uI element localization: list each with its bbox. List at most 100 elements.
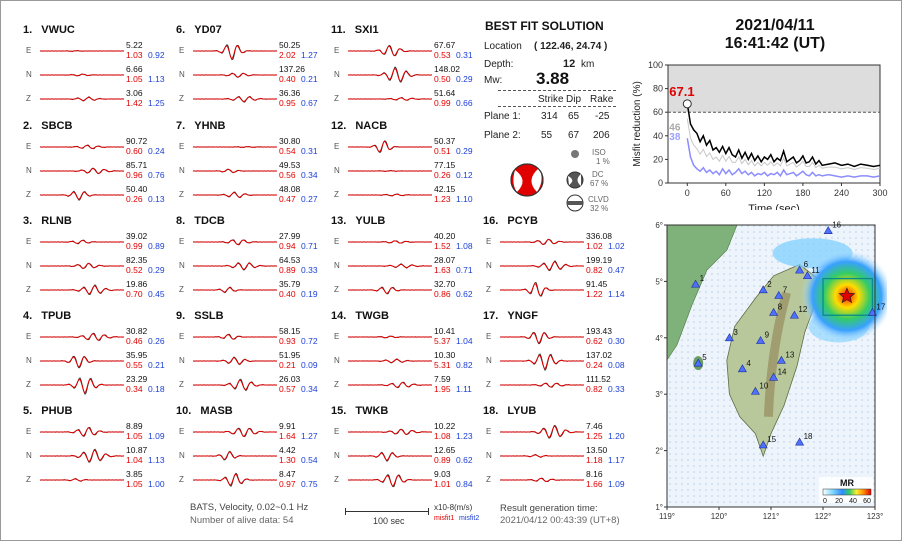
x-tick-label: 180 [795, 188, 810, 198]
table-mid-rule [498, 106, 616, 107]
waveform [40, 448, 124, 463]
amplitude-value: 8.89 [126, 421, 143, 431]
misfit2-value: 0.29 [148, 265, 165, 275]
misfit1-value: 0.99 [126, 241, 143, 251]
amplitude-value: 193.43 [586, 326, 612, 336]
station-name: PHUB [41, 405, 73, 417]
component-label: N [334, 70, 340, 79]
observed-trace [500, 331, 584, 345]
station-label: 13 [785, 350, 794, 359]
waveform [193, 146, 277, 148]
amplitude-value: 42.15 [434, 184, 456, 194]
misfit2-value: 0.72 [301, 336, 318, 346]
component-label: E [26, 142, 32, 151]
depth-unit: km [581, 59, 595, 70]
component-z: Z 19.86 0.70 0.45 [23, 279, 173, 301]
misfit2-value: 0.62 [456, 455, 473, 465]
misfit1-value: 0.55 [126, 360, 143, 370]
amplitude-value: 3.06 [126, 88, 143, 98]
clvd-label: CLVD [588, 195, 609, 204]
synthetic-trace [500, 477, 584, 482]
station-tdcb: 8. TDCB E 27.99 0.94 0.71 N 64.53 0.89 0.33 Z 35.7… [176, 215, 326, 311]
amplitude-value: 336.08 [586, 231, 612, 241]
waveform [348, 240, 432, 244]
station-number: 15. [331, 405, 347, 417]
y-tick-label: 100 [648, 60, 663, 70]
component-e: E 193.43 0.62 0.30 [483, 326, 633, 348]
solution-title: BEST FIT SOLUTION [485, 19, 604, 33]
misfit2-value: 1.13 [148, 455, 165, 465]
synthetic-trace [348, 97, 432, 101]
component-label: Z [334, 285, 339, 294]
misfit2-value: 1.09 [608, 479, 625, 489]
result-label: Result generation time: [500, 503, 598, 514]
component-label: E [26, 332, 32, 341]
station-sslb: 9. SSLB E 58.15 0.93 0.72 N 51.95 0.21 0.09 Z 26.0… [176, 310, 326, 406]
component-label: E [334, 142, 340, 151]
station-label: 1 [700, 274, 705, 283]
component-label: Z [486, 285, 491, 294]
misfit1-value: 0.97 [279, 479, 296, 489]
footer-alive: Number of alive data: 54 [190, 515, 294, 526]
misfit1-value: 0.26 [434, 170, 451, 180]
component-n: N 28.07 1.63 0.71 [331, 255, 481, 277]
misfit1-value: 0.24 [586, 360, 603, 370]
amplitude-value: 4.42 [279, 445, 296, 455]
amplitude-value: 27.99 [279, 231, 301, 241]
misfit2-value: 1.17 [608, 455, 625, 465]
misfit1-value: 5.31 [434, 360, 451, 370]
amplitude-value: 8.47 [279, 469, 296, 479]
amplitude-value: 7.59 [434, 374, 451, 384]
plane1-rake: -25 [595, 111, 610, 122]
component-z: Z 51.64 0.99 0.66 [331, 88, 481, 110]
amplitude-value: 199.19 [586, 255, 612, 265]
synthetic-trace [193, 451, 277, 460]
misfit1-value: 0.53 [434, 50, 451, 60]
iso-icon [571, 150, 579, 158]
synthetic-trace [500, 261, 584, 271]
synthetic-trace [193, 45, 277, 60]
x-axis-label: Time (sec) [748, 203, 800, 210]
station-vwuc: 1. VWUC E 5.22 1.03 0.92 N 6.66 1.05 1.13 Z 3.06 1.… [23, 24, 173, 120]
component-label: N [334, 261, 340, 270]
colorbar [822, 488, 872, 496]
misfit1-value: 0.86 [434, 289, 451, 299]
amplitude-value: 5.22 [126, 40, 143, 50]
component-e: E 67.67 0.53 0.31 [331, 40, 481, 62]
mw-value: 3.88 [536, 69, 570, 88]
depth-value: 12 [563, 58, 576, 70]
mw-label: Mw: [484, 75, 503, 86]
component-label: Z [26, 380, 31, 389]
waveform [40, 190, 124, 201]
misfit1-value: 0.47 [279, 194, 296, 204]
component-label: N [179, 166, 185, 175]
amplitude-value: 9.03 [434, 469, 451, 479]
station-number: 8. [176, 215, 186, 227]
component-z: Z 32.70 0.86 0.62 [331, 279, 481, 301]
component-n: N 64.53 0.89 0.33 [176, 255, 326, 277]
amplitude-value: 50.40 [126, 184, 148, 194]
component-label: N [486, 356, 492, 365]
component-label: Z [26, 94, 31, 103]
station-triangle-icon [750, 386, 760, 395]
component-n: N 199.19 0.82 0.47 [483, 255, 633, 277]
plane2-rake: 206 [593, 130, 610, 141]
amplitude-value: 82.35 [126, 255, 148, 265]
synthetic-trace [193, 168, 277, 173]
station-triangle-icon [758, 440, 768, 449]
component-label: E [26, 427, 32, 436]
component-label: E [334, 332, 340, 341]
component-label: E [179, 142, 185, 151]
misfit2-value: 0.18 [148, 384, 165, 394]
waveform [40, 262, 124, 270]
station-name: TDCB [194, 215, 225, 227]
station-label: 4 [746, 359, 751, 368]
station-title: 18. LYUB [483, 405, 536, 417]
shaded-region [668, 65, 880, 113]
waveform [348, 451, 432, 462]
component-label: Z [334, 94, 339, 103]
station-number: 14. [331, 310, 347, 322]
station-label: 7 [783, 286, 788, 295]
waveform [348, 97, 432, 101]
station-pcyb: 16. PCYB E 336.08 1.02 1.02 N 199.19 0.82 0.47 Z 9… [483, 215, 633, 311]
